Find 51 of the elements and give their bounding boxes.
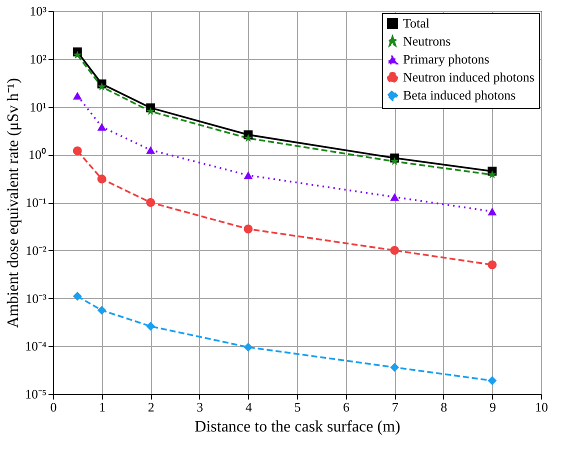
y-tick-label: 10³ xyxy=(30,4,47,18)
point xyxy=(72,92,82,100)
point xyxy=(390,246,400,255)
point xyxy=(390,156,399,166)
x-axis-title: Distance to the cask surface (m) xyxy=(194,418,400,436)
y-tick-label: 10⁻³ xyxy=(26,290,47,306)
x-tick-label: 3 xyxy=(196,400,204,414)
y-tick-label: 10⁻⁵ xyxy=(24,386,46,402)
point xyxy=(72,146,82,156)
legend-label: Primary photons xyxy=(403,52,490,66)
x-tick-label: 2 xyxy=(148,400,154,414)
x-tick-label: 5 xyxy=(294,400,301,414)
y-tick-label: 10⁻¹ xyxy=(26,195,47,210)
point xyxy=(146,322,156,331)
point xyxy=(488,170,496,178)
point xyxy=(390,193,400,201)
point xyxy=(488,260,497,270)
point xyxy=(98,82,106,90)
x-tick-label: 6 xyxy=(343,400,350,414)
x-tick-label: 4 xyxy=(245,400,252,414)
x-tick-label: 1 xyxy=(99,400,106,414)
point xyxy=(244,134,252,142)
point xyxy=(97,174,106,184)
x-tick-label: 10 xyxy=(535,400,548,414)
x-tick-label: 9 xyxy=(489,400,496,414)
point xyxy=(488,208,497,216)
point xyxy=(244,342,253,352)
point xyxy=(146,146,156,154)
x-tick-label: 8 xyxy=(440,400,448,414)
legend-label: Neutron induced photons xyxy=(403,70,534,84)
point xyxy=(97,306,106,315)
x-tick-label: 0 xyxy=(50,400,57,414)
y-tick-label: 10² xyxy=(30,51,47,66)
point xyxy=(244,171,253,180)
point xyxy=(390,362,400,372)
y-tick-label: 10¹ xyxy=(30,99,47,114)
legend-label: Neutrons xyxy=(403,34,451,48)
legend-label: Beta induced photons xyxy=(403,88,516,102)
y-tick-label: 10⁻² xyxy=(26,242,47,258)
point xyxy=(72,292,82,301)
legend-label: Total xyxy=(403,16,430,30)
y-axis-title: Ambient dose equivalent rate (μSv h⁻¹) xyxy=(4,78,22,328)
point xyxy=(146,198,156,207)
y-tick-label: 10⁻⁴ xyxy=(24,338,47,354)
point xyxy=(244,224,253,234)
point xyxy=(146,106,155,116)
point xyxy=(488,376,497,386)
point xyxy=(97,122,106,131)
point xyxy=(73,50,82,59)
y-tick-label: 10⁰ xyxy=(28,147,46,162)
x-tick-label: 7 xyxy=(392,400,399,414)
